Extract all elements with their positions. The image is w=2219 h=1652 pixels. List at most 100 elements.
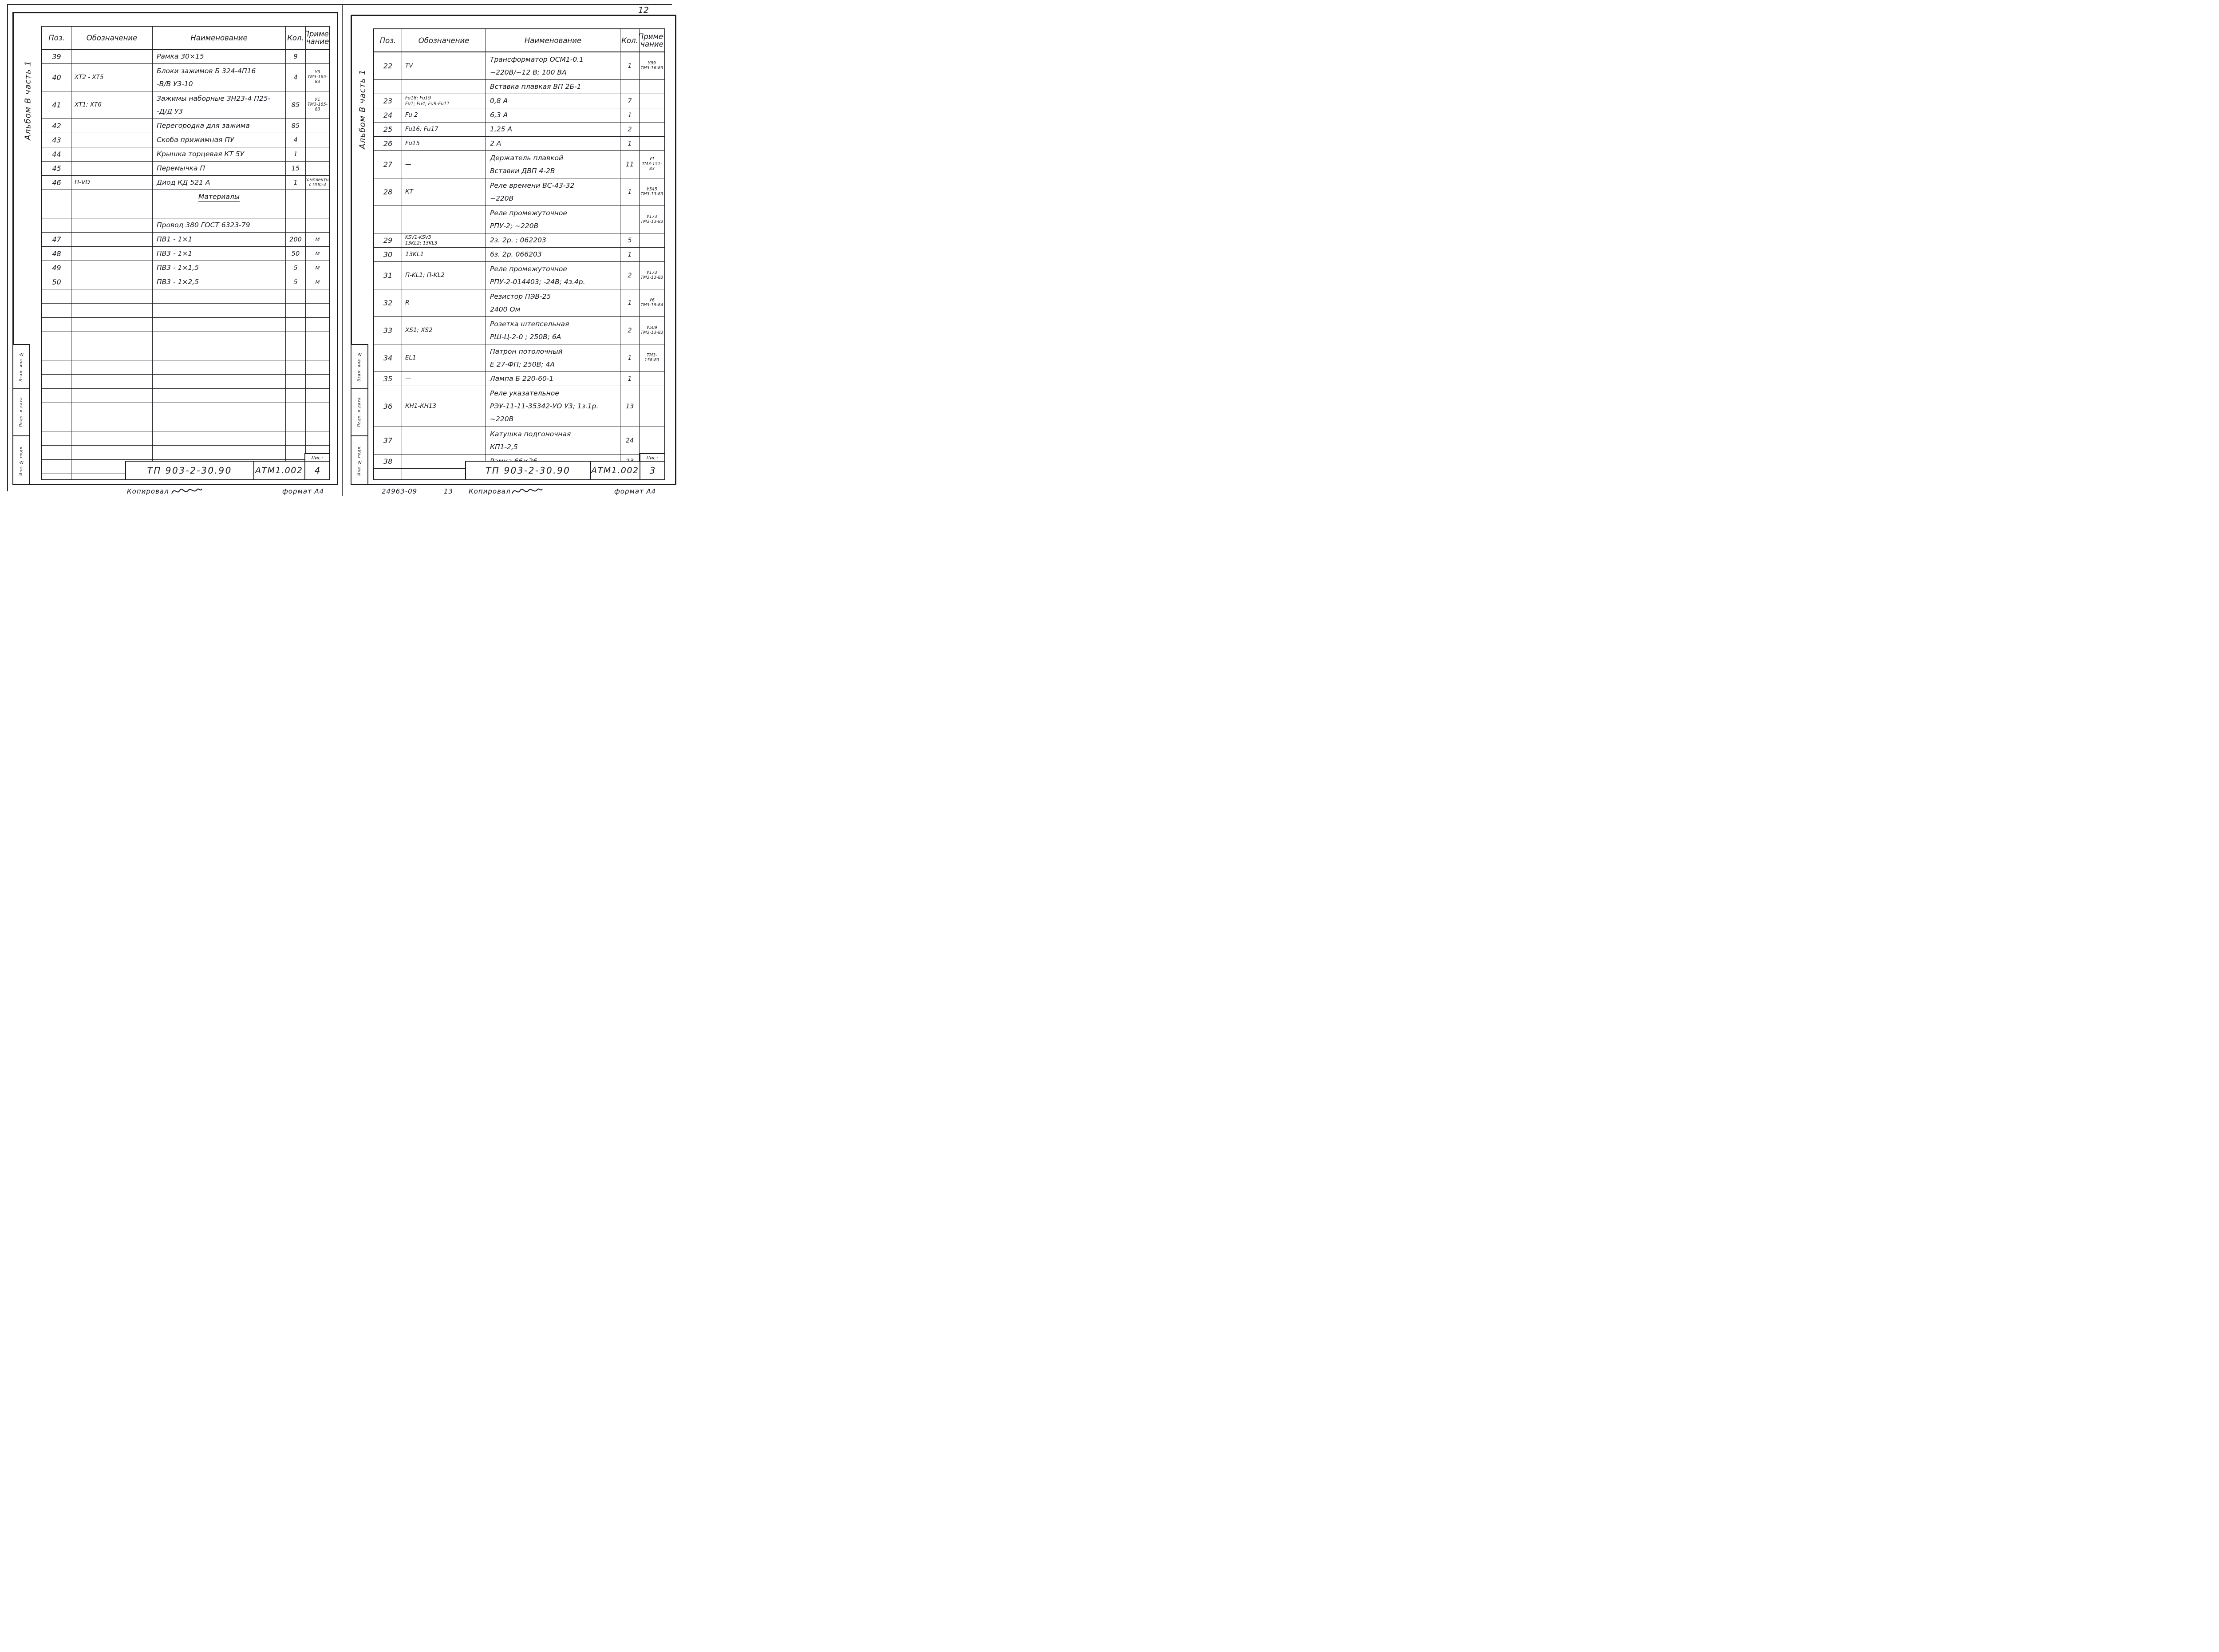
pos-cell: 23 [374,94,402,108]
pos-cell: 27 [374,151,402,178]
pos-cell: 36 [374,386,402,427]
note-cell [640,386,664,427]
qty-cell [286,389,306,403]
qty-cell: 15 [286,162,306,175]
designation-cell [71,389,153,403]
scan-edge-left-line [7,4,8,491]
designation-cell: Fu15 [402,137,486,150]
designation-cell [71,190,153,204]
pos-cell: 24 [374,108,402,122]
table-row [42,431,329,446]
name-cell: 2з. 2р. ; 062203 [486,233,620,247]
note-cell: У173 ТМ3-13-83 [640,214,663,224]
table-row [42,289,329,304]
designation-cell [71,346,153,360]
table-row: 29 KSV1-KSV3 13KL2; 13KL3 2з. 2р. ; 062203… [374,233,664,248]
table-row: 47 ПВ1 - 1×1 200 м [42,233,329,247]
designation-cell: ХТ1; ХТ6 [71,91,153,119]
pos-cell: 28 [374,178,402,206]
pos-cell: 39 [42,50,71,63]
qty-cell: 1 [286,147,306,161]
qty-cell: 1 [620,108,640,122]
name-cell: Лампа Б 220-60-1 [486,372,620,386]
name-cell [153,318,286,332]
note-cell [640,94,664,108]
qty-cell: 4 [286,133,306,147]
header-pos: Поз. [42,27,71,49]
sheet-cell: Лист 4 [304,453,330,480]
designation-cell [71,147,153,161]
qty-cell: 5 [620,233,640,247]
designation-cell: EL1 [402,344,486,372]
table-row: 33 XS1; XS2 Розетка штепсельная РШ-Ц-2-0 ;… [374,317,664,344]
doc-code: АТМ1.002 [255,466,303,475]
qty-cell: 1 [286,176,306,190]
header-name: Наименование [486,29,620,51]
note-cell [306,346,329,360]
note-cell [306,417,329,431]
table-header: Поз. Обозначение Наименование Кол. Приме… [374,29,664,52]
header-pos: Поз. [374,29,402,51]
table-row [42,360,329,375]
pos-cell [42,431,71,445]
qty-cell: 24 [620,427,640,454]
stamp-number-label: 13 [444,487,454,495]
designation-cell [71,417,153,431]
pos-cell: 33 [374,317,402,344]
qty-cell [286,446,306,459]
name-cell [153,375,286,388]
name-cell: Трансформатор ОСМ1-0.1 ~220В/~12 В; 100 … [486,52,620,79]
note-cell: У99 ТМ3-16-83 [640,60,663,71]
album-label: Альбом В часть 1 [358,69,367,149]
note-cell [640,248,664,261]
table-row: 34 EL1 Патрон потолочный Е 27-ФП; 250В; 4А… [374,344,664,372]
designation-cell [71,360,153,374]
note-cell [306,304,329,317]
qty-cell: 7 [620,94,640,108]
designation-cell [71,275,153,289]
pos-cell: 32 [374,289,402,316]
pos-cell [42,446,71,459]
table-row: 48 ПВ3 - 1×1 50 м [42,247,329,261]
table-row: 32 R Резистор ПЭВ-25 2400 Ом 1 У6 ТМ3-19-84 [374,289,664,317]
stamp-label: Взам. инв. № [19,352,24,382]
designation-cell: КТ [402,178,486,206]
qty-cell [286,218,306,232]
name-cell: Держатель плавкой Вставки ДВП 4-2В [486,151,620,178]
designation-cell: R [402,289,486,316]
designation-cell [71,375,153,388]
note-cell [640,427,664,454]
designation-cell: TV [402,52,486,79]
note-cell [640,233,664,247]
qty-cell: 4 [286,64,306,91]
table-row: 36 КН1-КН13 Реле указательное РЭУ-11-11-35… [374,386,664,427]
stamp-box: Взам. инв. № [12,344,30,388]
stamp-box: Инв. № подл. [351,435,368,485]
table-row [42,318,329,332]
stamp-column: Взам. инв. № Подп. и дата Инв. № подл. [12,344,30,485]
table-row [42,403,329,417]
name-cell: Скоба прижимная ПУ [153,133,286,147]
note-cell [306,162,329,175]
table-row: 37 Катушка подгоночная КП1-2,5 24 [374,427,664,454]
note-cell [306,147,329,161]
name-cell: Реле времени ВС-43-32 ~220В [486,178,620,206]
format-label: формат А4 [614,487,656,495]
name-cell: 6з. 2р. 066203 [486,248,620,261]
sheet-number: 4 [314,465,320,476]
qty-cell: 1 [620,344,640,372]
table-row: Материалы [42,190,329,204]
designation-cell [71,403,153,417]
table-row: 27— Держатель плавкой Вставки ДВП 4-2В 11 У… [374,151,664,178]
qty-cell: 13 [620,386,640,427]
qty-cell [286,417,306,431]
name-cell: Диод КД 521 А [153,176,286,190]
name-cell [153,403,286,417]
name-cell: ПВ3 - 1×1 [153,247,286,261]
table-header: Поз. Обозначение Наименование Кол. Приме… [42,27,329,50]
note-cell [640,123,664,136]
note-cell: м [315,278,320,285]
note-cell: Комплектно с ППС-3 [306,177,329,187]
table-row: 35— Лампа Б 220-60-1 1 [374,372,664,386]
